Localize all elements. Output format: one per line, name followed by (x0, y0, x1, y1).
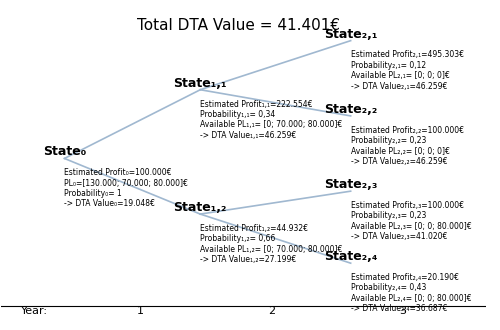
Text: Estimated Profit₁,₂=44.932€
Probability₁,₂= 0,66
Available PL₁,₂= [0; 70.000; 80: Estimated Profit₁,₂=44.932€ Probability₁… (200, 224, 342, 264)
Text: 3: 3 (399, 306, 406, 315)
Text: State₂,₃: State₂,₃ (324, 178, 378, 191)
Text: Estimated Profit₀=100.000€
PL₀=[130.000; 70.000; 80.000]€
Probability₀= 1
-> DTA: Estimated Profit₀=100.000€ PL₀=[130.000;… (64, 168, 188, 209)
Text: Estimated Profit₂,₄=20.190€
Probability₂,₄= 0,43
Available PL₂,₄= [0; 0; 80.000]: Estimated Profit₂,₄=20.190€ Probability₂… (350, 273, 471, 313)
Text: State₂,₁: State₂,₁ (324, 28, 378, 41)
Text: State₁,₁: State₁,₁ (174, 77, 227, 90)
Text: State₂,₂: State₂,₂ (324, 103, 378, 116)
Text: Estimated Profit₂,₁=495.303€
Probability₂,₁= 0,12
Available PL₂,₁= [0; 0; 0]€
->: Estimated Profit₂,₁=495.303€ Probability… (350, 50, 464, 91)
Text: 2: 2 (268, 306, 276, 315)
Text: State₁,₂: State₁,₂ (174, 201, 227, 214)
Text: State₀: State₀ (43, 146, 86, 158)
Text: Estimated Profit₂,₃=100.000€
Probability₂,₃= 0,23
Available PL₂,₃= [0; 0; 80.000: Estimated Profit₂,₃=100.000€ Probability… (350, 201, 472, 241)
Text: State₂,₄: State₂,₄ (324, 250, 378, 263)
Text: Total DTA Value = 41.401€: Total DTA Value = 41.401€ (137, 18, 340, 33)
Text: 1: 1 (137, 306, 144, 315)
Text: Year:: Year: (21, 306, 48, 315)
Text: Estimated Profit₂,₂=100.000€
Probability₂,₂= 0,23
Available PL₂,₂= [0; 0; 0]€
->: Estimated Profit₂,₂=100.000€ Probability… (350, 126, 464, 166)
Text: Estimated Profit₁,₁=222.554€
Probability₁,₁= 0,34
Available PL₁,₁= [0; 70.000; 8: Estimated Profit₁,₁=222.554€ Probability… (200, 100, 342, 140)
